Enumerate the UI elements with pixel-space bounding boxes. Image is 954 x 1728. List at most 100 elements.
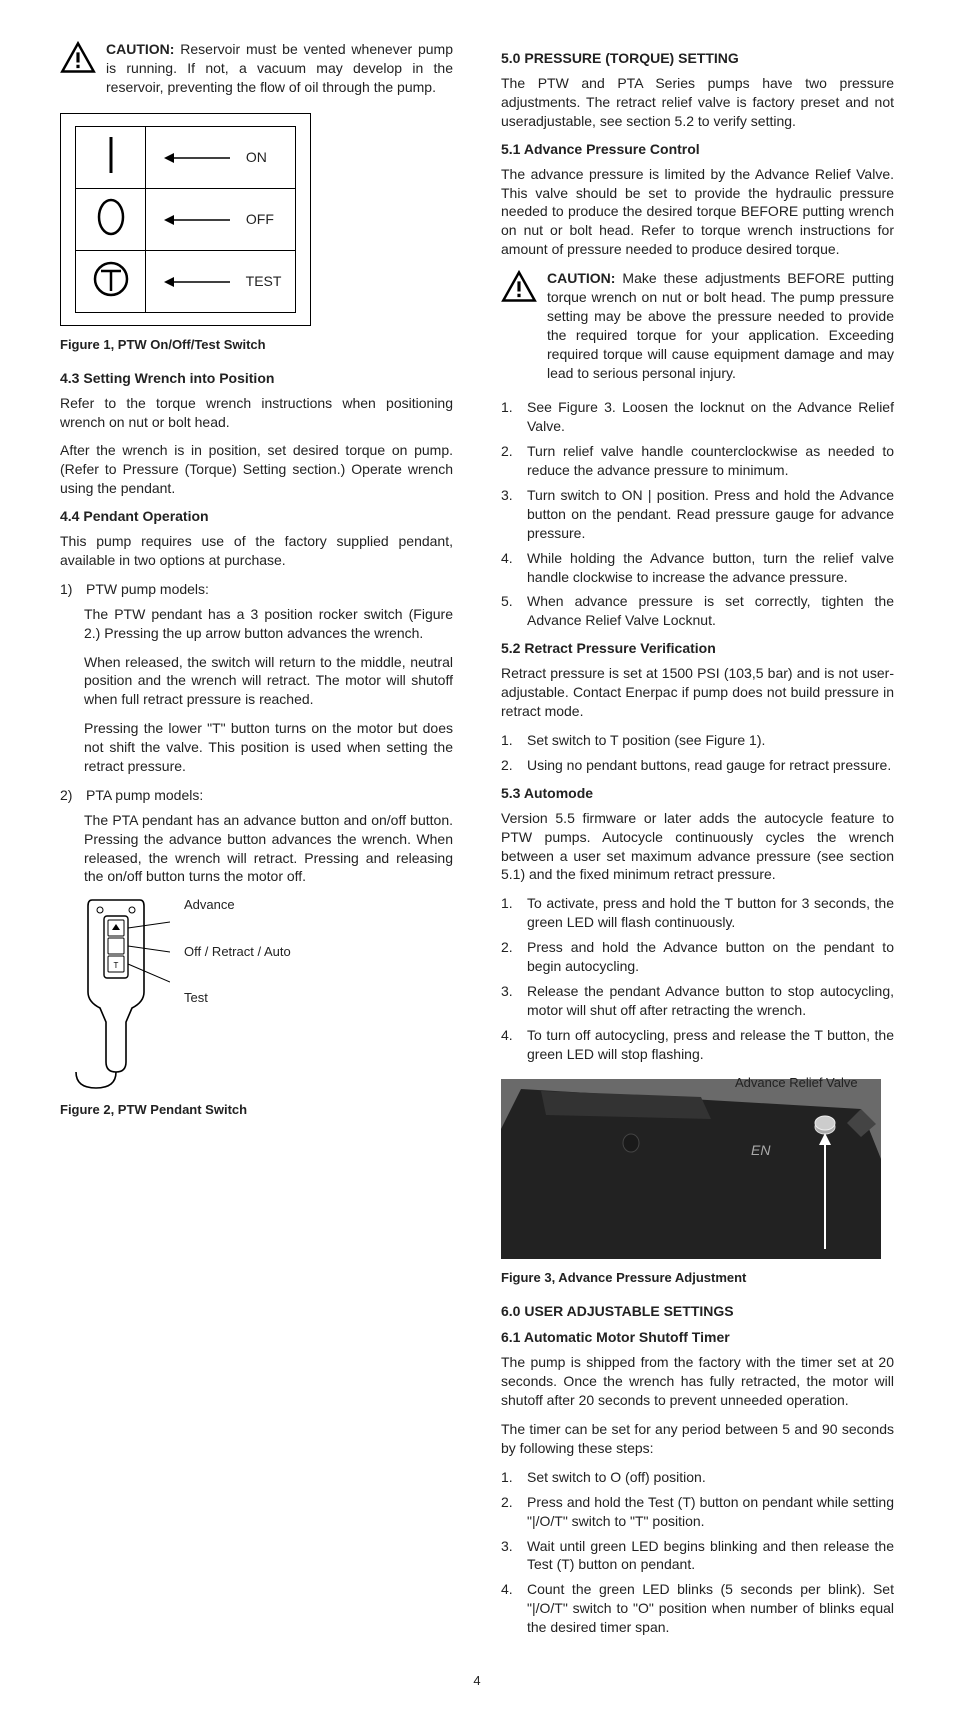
pendant-label-advance: Advance xyxy=(184,896,291,914)
page: CAUTION: Reservoir must be vented whenev… xyxy=(0,0,954,1728)
list-item: 3.Turn switch to ON | position. Press an… xyxy=(501,486,894,543)
list-item: 2.Turn relief valve handle counterclockw… xyxy=(501,442,894,480)
caution-2-text: CAUTION: Make these adjustments BEFORE p… xyxy=(547,269,894,382)
page-number: 4 xyxy=(60,1673,894,1688)
label-test-cell: TEST xyxy=(146,250,296,312)
s51-4: While holding the Advance button, turn t… xyxy=(527,549,894,587)
pendant-illustration-icon: T xyxy=(60,896,170,1096)
section-6-1-title: 6.1 Automatic Motor Shutoff Timer xyxy=(501,1329,894,1345)
on-symbol-icon xyxy=(97,133,125,177)
row-on-label: ON xyxy=(246,149,267,165)
s53-4n: 4. xyxy=(501,1026,519,1064)
section-5-intro: The PTW and PTA Series pumps have two pr… xyxy=(501,74,894,131)
warning-triangle-icon xyxy=(501,269,537,310)
pendant-label-off: Off / Retract / Auto xyxy=(184,943,291,961)
list-item: 1) PTW pump models: xyxy=(60,580,453,599)
row-test-label: TEST xyxy=(246,273,282,289)
list-item: 3.Release the pendant Advance button to … xyxy=(501,982,894,1020)
s53-3: Release the pendant Advance button to st… xyxy=(527,982,894,1020)
s53-2: Press and hold the Advance button on the… xyxy=(527,938,894,976)
s6-1n: 1. xyxy=(501,1468,519,1487)
li1c: Pressing the lower "T" button turns on t… xyxy=(84,719,453,776)
svg-text:EN: EN xyxy=(751,1142,771,1158)
symbol-off-cell xyxy=(76,188,146,250)
section-5-1-title: 5.1 Advance Pressure Control xyxy=(501,141,894,157)
s51-1n: 1. xyxy=(501,398,519,436)
caution-1-label: CAUTION: xyxy=(106,41,174,57)
table-row: ON xyxy=(76,126,296,188)
list-item: 5.When advance pressure is set correctly… xyxy=(501,592,894,630)
symbol-on-cell xyxy=(76,126,146,188)
arrow-icon xyxy=(156,149,242,165)
s51-2: Turn relief valve handle counterclockwis… xyxy=(527,442,894,480)
s51-3n: 3. xyxy=(501,486,519,543)
caution-block-2: CAUTION: Make these adjustments BEFORE p… xyxy=(501,269,894,382)
left-column: CAUTION: Reservoir must be vented whenev… xyxy=(60,40,453,1643)
figure-2: T Advance Off / Retract / Auto Test xyxy=(60,896,453,1096)
switch-symbol-table: ON OFF xyxy=(75,126,296,313)
two-column-layout: CAUTION: Reservoir must be vented whenev… xyxy=(60,40,894,1643)
figure-3-label: Advance Relief Valve xyxy=(735,1075,858,1090)
s6-4: Count the green LED blinks (5 seconds pe… xyxy=(527,1580,894,1637)
s51-5n: 5. xyxy=(501,592,519,630)
figure-3: EN Advance Relief Valve xyxy=(501,1079,881,1264)
list-item: 4.To turn off autocycling, press and rel… xyxy=(501,1026,894,1064)
symbol-test-cell xyxy=(76,250,146,312)
list-item: 2.Press and hold the Advance button on t… xyxy=(501,938,894,976)
list-item: 2.Using no pendant buttons, read gauge f… xyxy=(501,756,894,775)
section-5-3-intro: Version 5.5 firmware or later adds the a… xyxy=(501,809,894,885)
arrow-icon xyxy=(156,211,242,227)
list-item: 1. Set switch to O (off) position. xyxy=(501,1468,894,1487)
s6-3: Wait until green LED begins blinking and… xyxy=(527,1537,894,1575)
s53-4: To turn off autocycling, press and relea… xyxy=(527,1026,894,1064)
caution-2-body: Make these adjustments BEFORE putting to… xyxy=(547,270,894,380)
s52-1n: 1. xyxy=(501,731,519,750)
s53-1: To activate, press and hold the T button… xyxy=(527,894,894,932)
section-5-title: 5.0 PRESSURE (TORQUE) SETTING xyxy=(501,50,894,66)
list-item: 3.Wait until green LED begins blinking a… xyxy=(501,1537,894,1575)
figure-1-caption: Figure 1, PTW On/Off/Test Switch xyxy=(60,337,453,352)
s6-2n: 2. xyxy=(501,1493,519,1531)
li2-num: 2) xyxy=(60,786,78,805)
section-4-3-p2: After the wrench is in position, set des… xyxy=(60,441,453,498)
section-4-3-title: 4.3 Setting Wrench into Position xyxy=(60,370,453,386)
s51-3: Turn switch to ON | position. Press and … xyxy=(527,486,894,543)
list-item: 1.To activate, press and hold the T butt… xyxy=(501,894,894,932)
section-5-1-p1: The advance pressure is limited by the A… xyxy=(501,165,894,259)
s6-2: Press and hold the Test (T) button on pe… xyxy=(527,1493,894,1531)
s52-2n: 2. xyxy=(501,756,519,775)
pendant-label-list: Advance Off / Retract / Auto Test xyxy=(184,896,291,1035)
pump-photo-illustration-icon: EN xyxy=(501,1079,881,1259)
li1-text: PTW pump models: xyxy=(86,580,209,599)
section-4-3-p1: Refer to the torque wrench instructions … xyxy=(60,394,453,432)
section-4-4-title: 4.4 Pendant Operation xyxy=(60,508,453,524)
figure-1-box: ON OFF xyxy=(60,113,311,326)
s51-5: When advance pressure is set correctly, … xyxy=(527,592,894,630)
s53-3n: 3. xyxy=(501,982,519,1020)
li1a: The PTW pendant has a 3 position rocker … xyxy=(84,605,453,643)
li2-text: PTA pump models: xyxy=(86,786,203,805)
arrow-icon xyxy=(156,273,242,289)
caution-1-text: CAUTION: Reservoir must be vented whenev… xyxy=(106,40,453,97)
figure-2-caption: Figure 2, PTW Pendant Switch xyxy=(60,1102,453,1117)
section-5-2-title: 5.2 Retract Pressure Verification xyxy=(501,640,894,656)
li1-num: 1) xyxy=(60,580,78,599)
s51-4n: 4. xyxy=(501,549,519,587)
caution-block-1: CAUTION: Reservoir must be vented whenev… xyxy=(60,40,453,97)
off-symbol-icon xyxy=(94,195,128,239)
list-item: 1.See Figure 3. Loosen the locknut on th… xyxy=(501,398,894,436)
warning-triangle-icon xyxy=(60,40,96,81)
list-item: 4.While holding the Advance button, turn… xyxy=(501,549,894,587)
s53-2n: 2. xyxy=(501,938,519,976)
list-item: 2.Press and hold the Test (T) button on … xyxy=(501,1493,894,1531)
s6-4n: 4. xyxy=(501,1580,519,1637)
label-on-cell: ON xyxy=(146,126,296,188)
li1b: When released, the switch will return to… xyxy=(84,653,453,710)
figure-3-caption: Figure 3, Advance Pressure Adjustment xyxy=(501,1270,894,1285)
test-symbol-icon xyxy=(91,257,131,301)
label-off-cell: OFF xyxy=(146,188,296,250)
list-item: 1.Set switch to T position (see Figure 1… xyxy=(501,731,894,750)
s6-1: Set switch to O (off) position. xyxy=(527,1468,706,1487)
section-4-4-intro: This pump requires use of the factory su… xyxy=(60,532,453,570)
list-item: 4.Count the green LED blinks (5 seconds … xyxy=(501,1580,894,1637)
